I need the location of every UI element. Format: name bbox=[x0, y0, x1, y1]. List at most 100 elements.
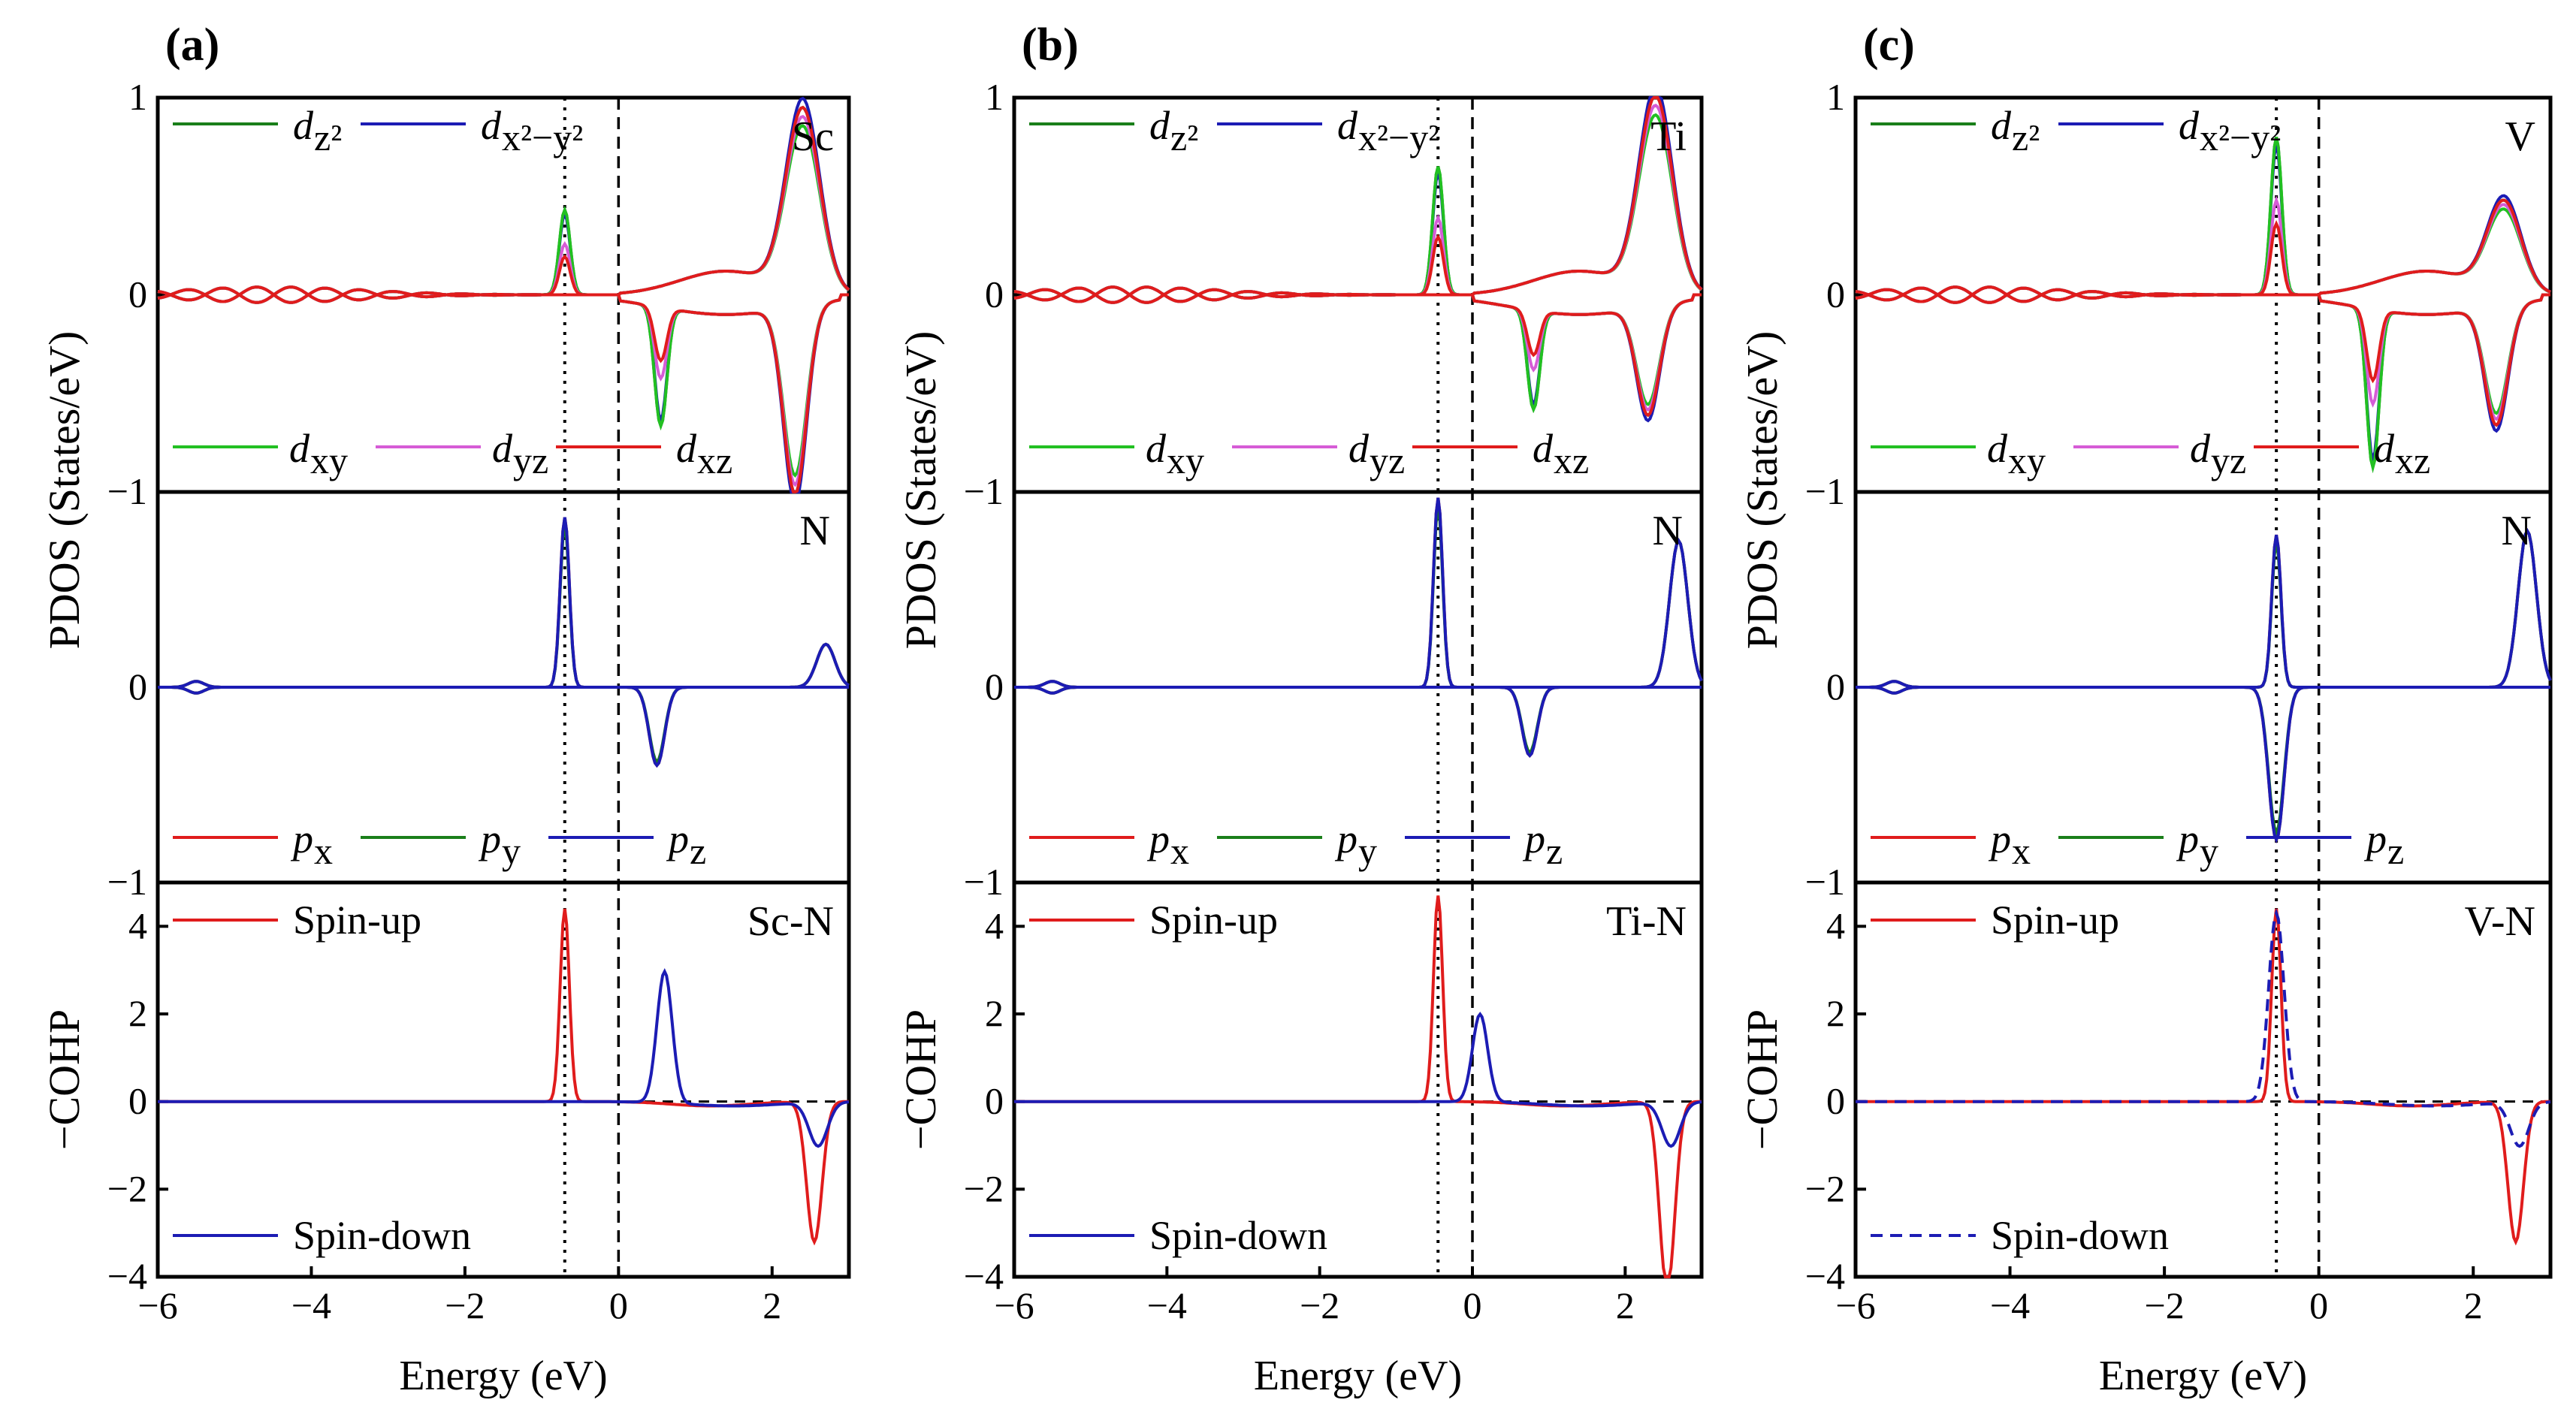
x-tick-label: 2 bbox=[1616, 1284, 1635, 1326]
legend-sub-dxy: xy bbox=[310, 439, 348, 481]
legend-sub-p_y: y bbox=[502, 830, 521, 872]
curve-d_xz-down bbox=[157, 285, 849, 494]
legend-label-dyz: d bbox=[2190, 426, 2211, 471]
y-tick-label: 0 bbox=[1826, 665, 1845, 707]
legend-label-spin-up: Spin-up bbox=[1991, 898, 2119, 943]
y-tick-label: −4 bbox=[1805, 1255, 1845, 1297]
y-tick-label: 0 bbox=[985, 1080, 1004, 1122]
legend-label-dx2y2: d bbox=[2179, 103, 2200, 148]
y-tick-label: 0 bbox=[128, 665, 147, 707]
y-tick-label: 0 bbox=[985, 665, 1004, 707]
curve-p_y-down bbox=[1014, 686, 1702, 755]
legend-label-p_x: p bbox=[1146, 816, 1170, 861]
curve-p_y-down bbox=[158, 686, 849, 764]
metal-label: Ti bbox=[1650, 113, 1687, 160]
curve-p_z-up bbox=[1856, 527, 2552, 689]
y-tick-label: 4 bbox=[985, 904, 1004, 946]
legend-label-spin-up: Spin-up bbox=[293, 898, 421, 943]
frame-bot bbox=[1853, 880, 2553, 1279]
curve-d_yz-down bbox=[1013, 285, 1702, 412]
legend-sub-p_y: y bbox=[2200, 830, 2218, 872]
legend-sub-p_x: x bbox=[314, 830, 333, 872]
x-tick-label: 0 bbox=[609, 1284, 628, 1326]
x-tick-label: 0 bbox=[2309, 1284, 2328, 1326]
x-tick-label: −4 bbox=[1990, 1284, 2030, 1326]
y-tick-label: −1 bbox=[1805, 861, 1845, 903]
legend-label-spin-down: Spin-down bbox=[293, 1213, 471, 1258]
metal-label: V bbox=[2505, 113, 2535, 160]
legend-sub-dyz: yz bbox=[1370, 439, 1405, 481]
legend-label-dxz: d bbox=[676, 426, 697, 471]
panel-label: (c) bbox=[1863, 20, 1915, 71]
curve-p_x-up bbox=[158, 517, 850, 689]
legend-label-p_z: p bbox=[1522, 816, 1545, 861]
x-tick-label: −6 bbox=[994, 1284, 1034, 1326]
legend-label-dxy: d bbox=[1146, 426, 1167, 471]
legend-label-p_x: p bbox=[290, 816, 313, 861]
y-tick-label: 2 bbox=[985, 992, 1004, 1034]
curve-p_x-down bbox=[158, 686, 849, 768]
legend-label-spin-up: Spin-up bbox=[1149, 898, 1278, 943]
y-tick-label: −2 bbox=[964, 1167, 1004, 1209]
legend-label-dyz: d bbox=[1348, 426, 1370, 471]
x-axis-label: Energy (eV) bbox=[1254, 1353, 1462, 1399]
curve-p_x-up bbox=[1014, 497, 1703, 689]
legend-sub-p_z: z bbox=[2387, 830, 2404, 872]
legend-sub-dx2y2: x²−y² bbox=[1358, 116, 1439, 158]
frame-bot bbox=[1012, 880, 1704, 1279]
legend-sub-p_x: x bbox=[2012, 830, 2031, 872]
bond-label: Ti-N bbox=[1606, 898, 1687, 945]
y-tick-label: −2 bbox=[1805, 1167, 1845, 1209]
legend-sub-dyz: yz bbox=[2211, 439, 2246, 481]
legend-sub-p_x: x bbox=[1170, 830, 1189, 872]
curve-p_x-down bbox=[1856, 686, 2550, 844]
x-tick-label: 0 bbox=[1463, 1284, 1482, 1326]
y-tick-label: 4 bbox=[128, 904, 147, 946]
legend-sub-dz2: z² bbox=[314, 116, 342, 158]
legend-label-spin-down: Spin-down bbox=[1149, 1213, 1327, 1258]
y-tick-label: −4 bbox=[107, 1255, 147, 1297]
curve-cohp-spin-down bbox=[1014, 1011, 1702, 1148]
y-axis-label-pdos: PDOS (States/eV) bbox=[1738, 331, 1786, 650]
curve-d_xz-down bbox=[1013, 285, 1702, 418]
legend-label-p_y: p bbox=[478, 816, 501, 861]
bond-label: V-N bbox=[2465, 898, 2535, 945]
panel-label: (a) bbox=[165, 20, 219, 71]
legend-sub-dyz: yz bbox=[513, 439, 548, 481]
x-axis-label: Energy (eV) bbox=[399, 1353, 607, 1399]
curve-p_y-down bbox=[1856, 686, 2550, 836]
x-tick-label: 2 bbox=[2464, 1284, 2483, 1326]
legend-label-dx2y2: d bbox=[481, 103, 502, 148]
y-axis-label-cohp: −COHP bbox=[1738, 1009, 1786, 1150]
curve-cohp-spin-up bbox=[158, 908, 849, 1246]
x-tick-label: −4 bbox=[291, 1284, 331, 1326]
y-tick-label: −1 bbox=[964, 470, 1004, 512]
panel-label: (b) bbox=[1022, 20, 1079, 71]
x-tick-label: −2 bbox=[445, 1284, 485, 1326]
bond-label: Sc-N bbox=[747, 898, 834, 945]
curve-p_x-down bbox=[1014, 686, 1702, 758]
curve-p_z-up bbox=[158, 517, 850, 689]
y-tick-label: 0 bbox=[128, 1080, 147, 1122]
y-tick-label: 0 bbox=[985, 273, 1004, 315]
legend-sub-dxy: xy bbox=[2008, 439, 2046, 481]
legend-label-p_y: p bbox=[2176, 816, 2199, 861]
y-tick-label: −2 bbox=[107, 1167, 147, 1209]
curve-cohp-spin-down bbox=[1856, 908, 2551, 1148]
y-tick-label: 1 bbox=[128, 76, 147, 118]
y-tick-label: 4 bbox=[1826, 904, 1845, 946]
y-tick-label: 0 bbox=[1826, 273, 1845, 315]
nitrogen-label: N bbox=[1653, 508, 1683, 554]
curve-p_z-down bbox=[1014, 686, 1702, 758]
curve-p_y-up bbox=[1014, 507, 1703, 689]
legend-label-dxz: d bbox=[1533, 426, 1554, 471]
legend-label-p_x: p bbox=[1988, 816, 2011, 861]
legend-label-dxy: d bbox=[289, 426, 310, 471]
y-tick-label: −1 bbox=[107, 861, 147, 903]
legend-label-dxy: d bbox=[1987, 426, 2008, 471]
curve-p_z-down bbox=[158, 686, 849, 768]
legend-label-dyz: d bbox=[492, 426, 513, 471]
y-tick-label: 1 bbox=[1826, 76, 1845, 118]
legend-sub-dxy: xy bbox=[1167, 439, 1204, 481]
legend-label-dx2y2: d bbox=[1337, 103, 1358, 148]
